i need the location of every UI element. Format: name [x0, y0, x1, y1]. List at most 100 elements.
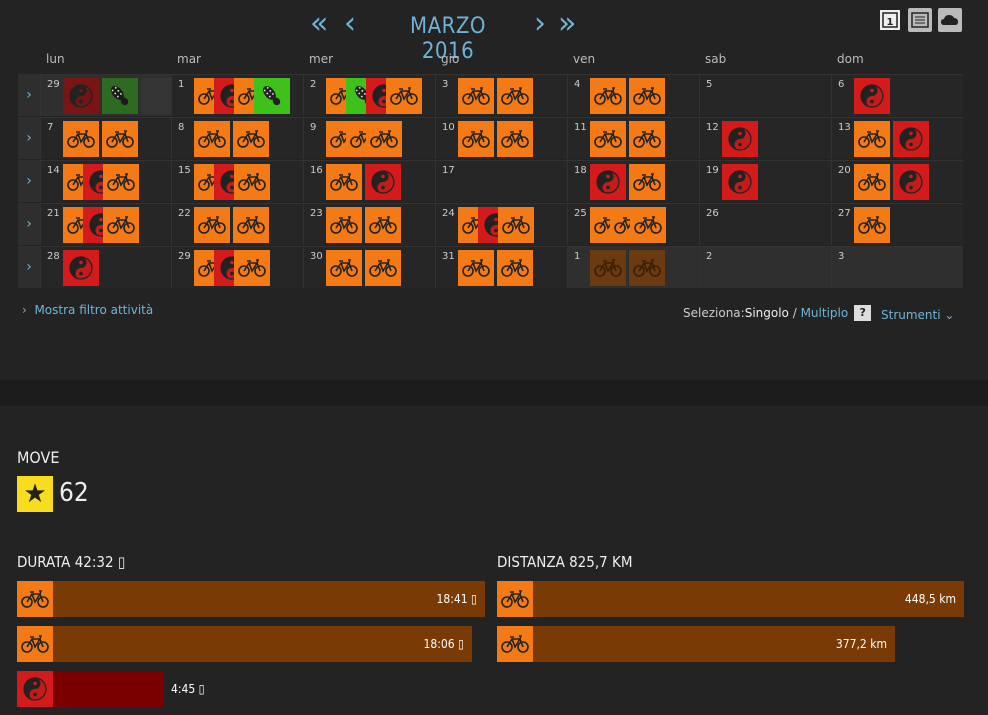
- calendar-day[interactable]: 29: [171, 246, 303, 288]
- yin-yang-icon[interactable]: [214, 78, 234, 114]
- calendar-day[interactable]: 17: [435, 160, 567, 202]
- bike-icon[interactable]: [458, 121, 494, 157]
- bike-icon[interactable]: [497, 250, 533, 286]
- bike-icon[interactable]: [629, 164, 665, 200]
- calendar-day[interactable]: 3: [435, 74, 567, 116]
- calendar-day[interactable]: 2: [699, 246, 831, 288]
- last-month-button[interactable]: »: [558, 6, 577, 41]
- calendar-day[interactable]: 19: [699, 160, 831, 202]
- bike-icon[interactable]: [194, 121, 230, 157]
- bike-icon[interactable]: [194, 164, 214, 200]
- calendar-day[interactable]: 1: [171, 74, 303, 116]
- week-expand-button[interactable]: ›: [18, 246, 40, 288]
- calendar-day[interactable]: 9: [303, 117, 435, 159]
- calendar-day[interactable]: 14: [40, 160, 171, 202]
- cloud-icon[interactable]: [938, 8, 962, 32]
- calendar-day[interactable]: 31: [435, 246, 567, 288]
- bike-icon[interactable]: [365, 207, 401, 243]
- prev-month-button[interactable]: ‹: [344, 6, 356, 41]
- calendar-day[interactable]: 15: [171, 160, 303, 202]
- calendar-day[interactable]: 2: [303, 74, 435, 116]
- bike-icon[interactable]: [194, 207, 230, 243]
- bike-icon[interactable]: [194, 78, 214, 114]
- activity-filter-link[interactable]: › Mostra filtro attività: [22, 303, 153, 317]
- help-icon[interactable]: ?: [854, 305, 872, 321]
- bike-icon[interactable]: [233, 207, 269, 243]
- yin-yang-icon[interactable]: [366, 78, 386, 114]
- calendar-day[interactable]: 11: [567, 117, 699, 159]
- yin-yang-icon[interactable]: [893, 121, 929, 157]
- bike-icon[interactable]: [630, 207, 666, 243]
- bike-icon[interactable]: [326, 164, 362, 200]
- bike-icon[interactable]: [326, 121, 346, 157]
- yin-yang-icon[interactable]: [214, 250, 234, 286]
- bike-icon[interactable]: [366, 121, 402, 157]
- stat-bar[interactable]: 18:41 ▯: [17, 581, 485, 617]
- shoe-print-icon[interactable]: [254, 78, 290, 114]
- shoe-print-icon[interactable]: [102, 78, 138, 114]
- yin-yang-icon[interactable]: [214, 164, 234, 200]
- calendar-day[interactable]: 26: [699, 203, 831, 245]
- bike-icon[interactable]: [854, 164, 890, 200]
- bike-icon[interactable]: [854, 207, 890, 243]
- bike-icon[interactable]: [234, 78, 254, 114]
- bike-icon[interactable]: [102, 121, 138, 157]
- bike-icon[interactable]: [63, 121, 99, 157]
- month-view-icon[interactable]: 1: [878, 8, 902, 32]
- next-month-button[interactable]: ›: [534, 6, 546, 41]
- yin-yang-icon[interactable]: [590, 164, 626, 200]
- bike-icon[interactable]: [326, 207, 362, 243]
- bike-icon[interactable]: [63, 164, 83, 200]
- calendar-day[interactable]: 24: [435, 203, 567, 245]
- yin-yang-icon[interactable]: [854, 78, 890, 114]
- bike-icon[interactable]: [234, 250, 270, 286]
- first-month-button[interactable]: «: [310, 6, 329, 41]
- bike-icon[interactable]: [590, 121, 626, 157]
- stat-bar[interactable]: 448,5 km: [497, 581, 964, 617]
- bike-icon[interactable]: [497, 121, 533, 157]
- tools-menu[interactable]: Strumenti ⌄: [881, 308, 954, 322]
- yin-yang-icon[interactable]: [83, 207, 103, 243]
- calendar-day[interactable]: 27: [831, 203, 963, 245]
- bike-icon[interactable]: [194, 250, 214, 286]
- calendar-day[interactable]: 23: [303, 203, 435, 245]
- calendar-day[interactable]: 10: [435, 117, 567, 159]
- shoe-print-icon[interactable]: [346, 78, 366, 114]
- bike-icon[interactable]: [590, 207, 610, 243]
- yin-yang-icon[interactable]: [83, 164, 103, 200]
- calendar-day[interactable]: 13: [831, 117, 963, 159]
- bike-icon[interactable]: [458, 250, 494, 286]
- calendar-day[interactable]: 29: [40, 74, 177, 116]
- single-select-option[interactable]: Singolo: [744, 306, 789, 320]
- week-expand-button[interactable]: ›: [18, 203, 40, 245]
- bike-icon[interactable]: [498, 207, 534, 243]
- bike-icon[interactable]: [497, 78, 533, 114]
- bike-icon[interactable]: [590, 250, 626, 286]
- calendar-day[interactable]: 8: [171, 117, 303, 159]
- calendar-day[interactable]: 30: [303, 246, 435, 288]
- calendar-day[interactable]: 16: [303, 160, 435, 202]
- bike-icon[interactable]: [590, 78, 626, 114]
- yin-yang-icon[interactable]: [365, 164, 401, 200]
- bike-icon[interactable]: [365, 250, 401, 286]
- calendar-day[interactable]: 28: [40, 246, 171, 288]
- bike-icon[interactable]: [233, 121, 269, 157]
- yin-yang-icon[interactable]: [63, 78, 99, 114]
- stat-bar[interactable]: 4:45 ▯: [17, 671, 205, 707]
- bike-icon[interactable]: [629, 121, 665, 157]
- bike-icon[interactable]: [854, 121, 890, 157]
- calendar-day[interactable]: 12: [699, 117, 831, 159]
- calendar-day[interactable]: 22: [171, 203, 303, 245]
- calendar-day[interactable]: 3: [831, 246, 963, 288]
- bike-icon[interactable]: [610, 207, 630, 243]
- calendar-day[interactable]: 21: [40, 203, 171, 245]
- bike-icon[interactable]: [103, 164, 139, 200]
- calendar-day[interactable]: 20: [831, 160, 963, 202]
- calendar-day[interactable]: 25: [567, 203, 699, 245]
- calendar-day[interactable]: 5: [699, 74, 831, 116]
- yin-yang-icon[interactable]: [478, 207, 498, 243]
- bike-icon[interactable]: [386, 78, 422, 114]
- bike-icon[interactable]: [346, 121, 366, 157]
- yin-yang-icon[interactable]: [63, 250, 99, 286]
- yin-yang-icon[interactable]: [722, 121, 758, 157]
